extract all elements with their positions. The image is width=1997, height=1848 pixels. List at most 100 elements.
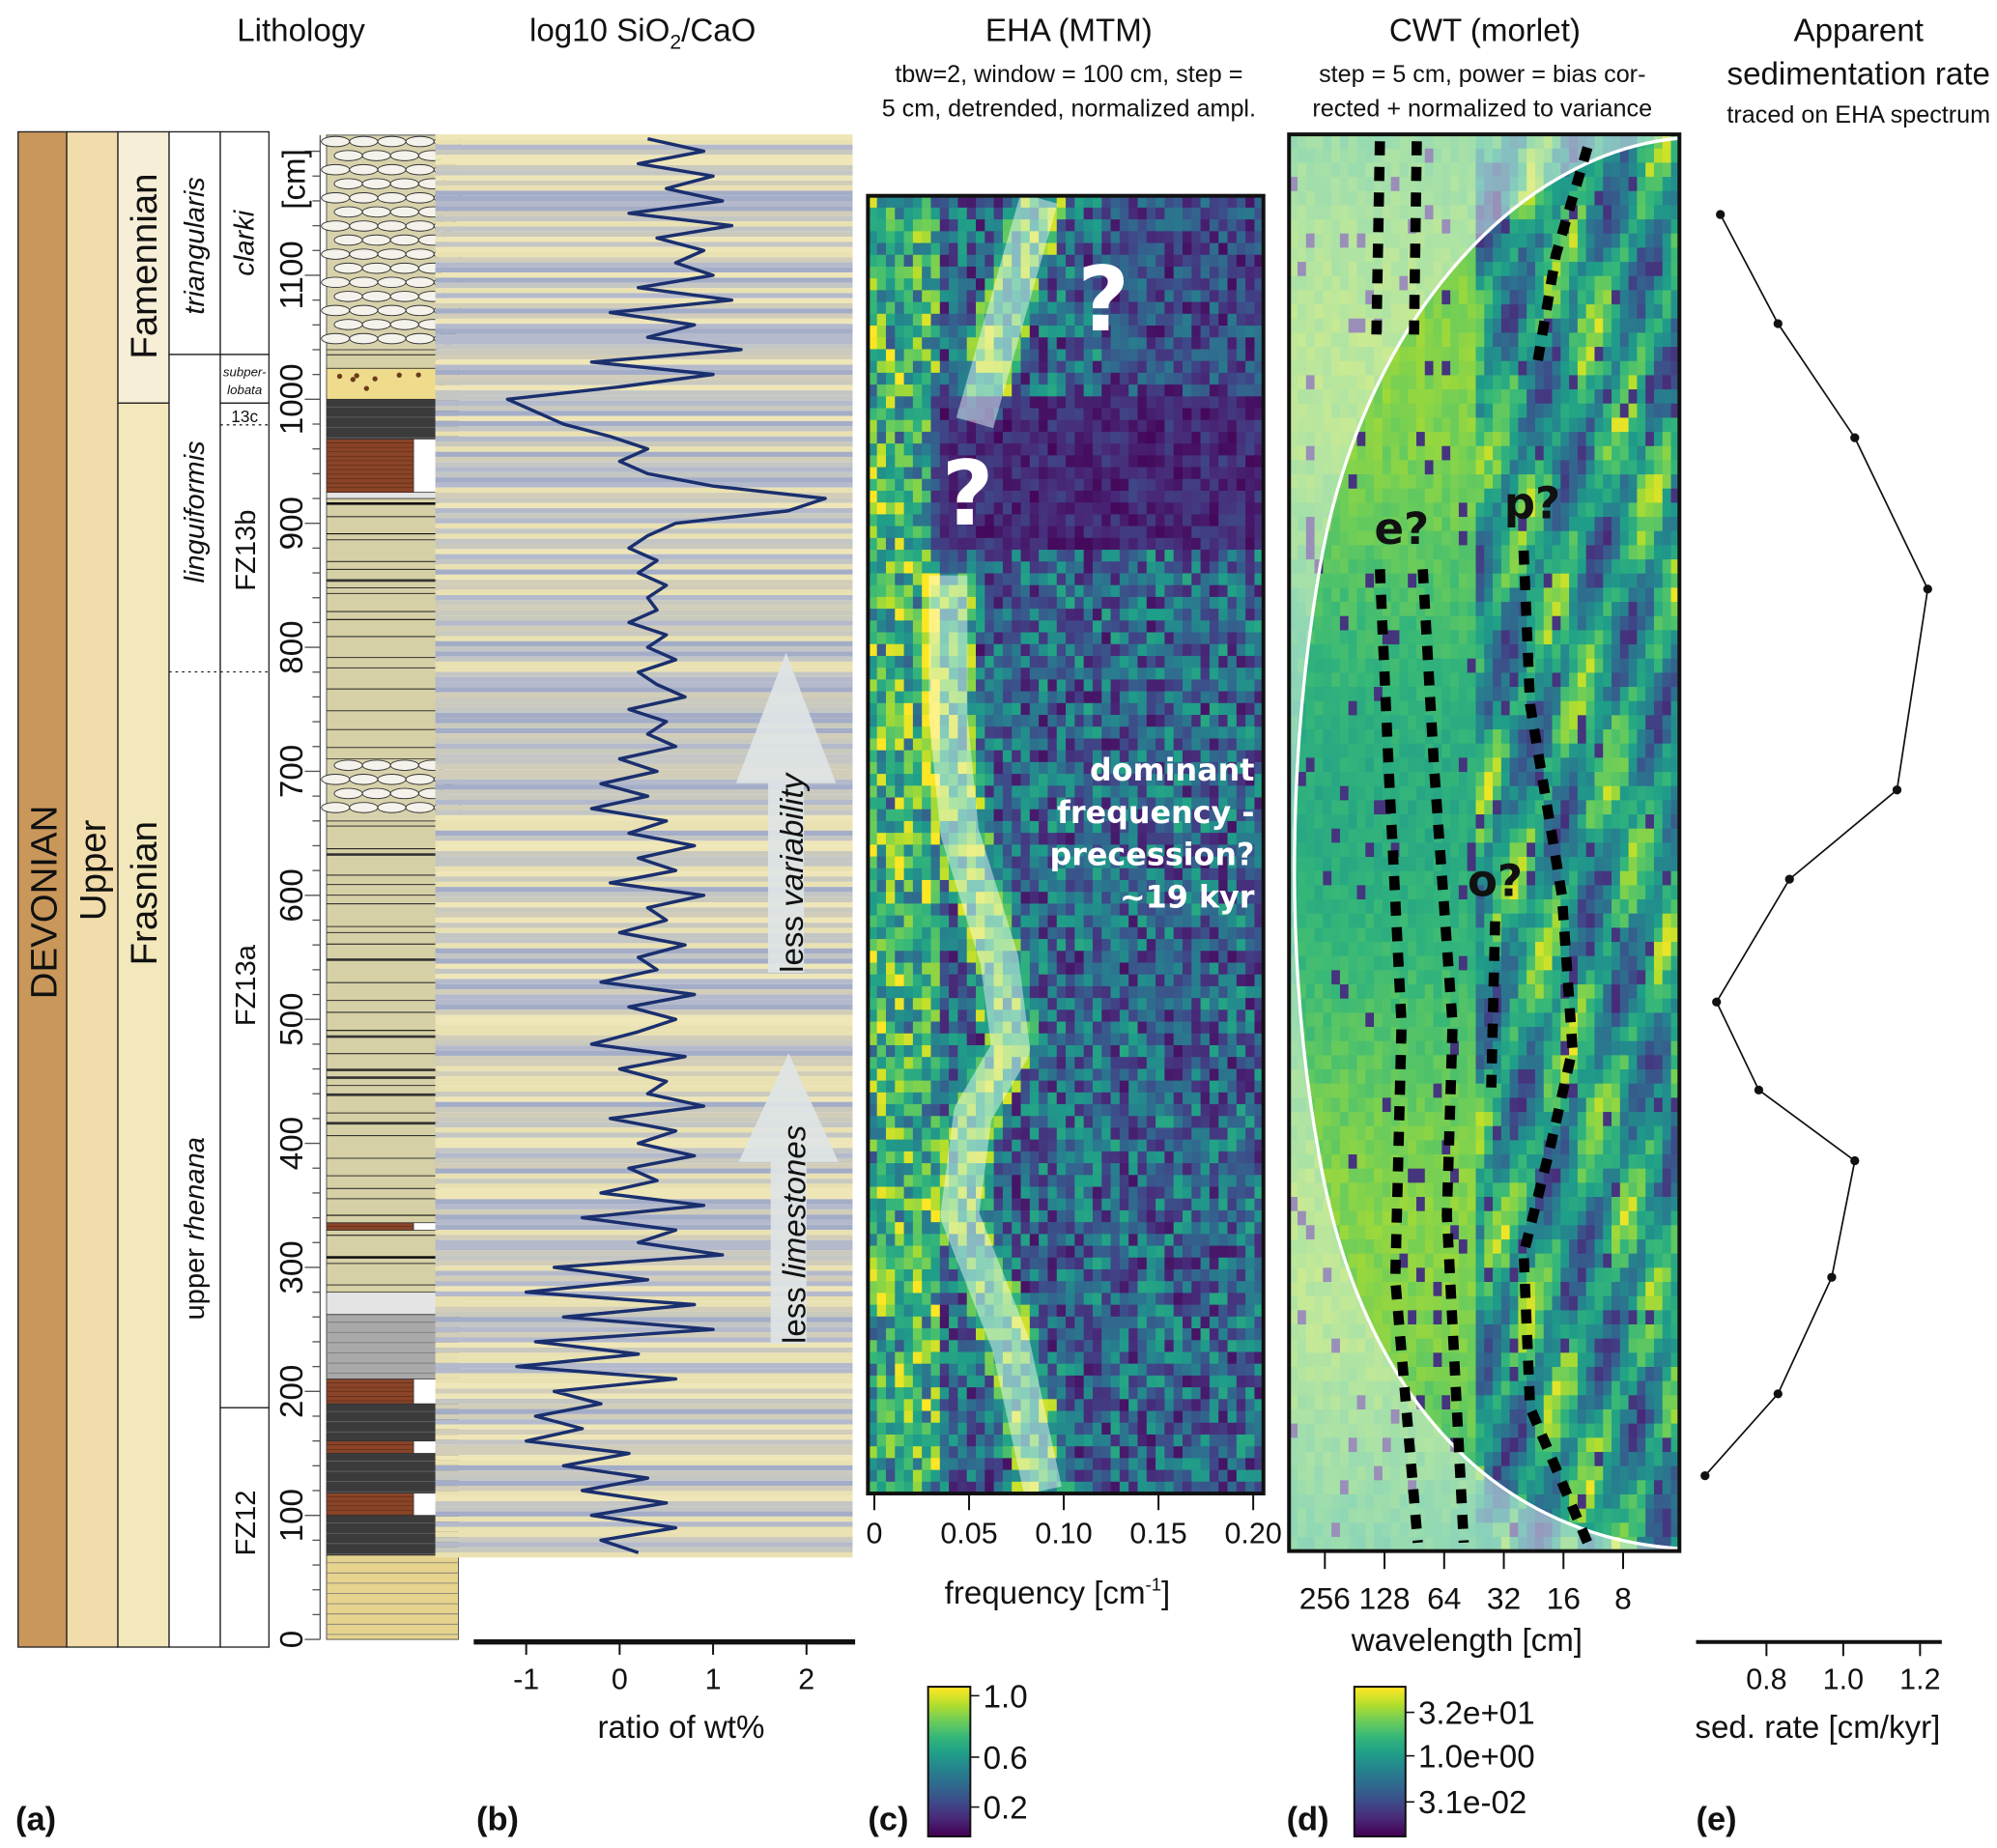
heatmap-cell [885, 750, 897, 763]
heatmap-cell [1101, 1245, 1112, 1259]
heatmap-cell [1083, 1163, 1094, 1177]
heatmap-cell [1209, 1351, 1220, 1365]
heatmap-cell [922, 1186, 932, 1200]
heatmap-cell [1074, 1209, 1085, 1223]
heatmap-cell [1191, 879, 1202, 894]
heatmap-cell [903, 1009, 914, 1023]
heatmap-cell [930, 254, 941, 268]
heatmap-cell [1128, 1245, 1139, 1259]
heatmap-cell [1173, 879, 1184, 894]
heatmap-cell [993, 1139, 1004, 1152]
heatmap-cell [895, 419, 905, 433]
heatmap-cell [1200, 1304, 1211, 1318]
heatmap-cell [1227, 785, 1238, 799]
heatmap-cell [903, 1175, 914, 1188]
heatmap-cell [1173, 1163, 1184, 1177]
nodule-icon [361, 206, 391, 218]
heatmap-cell [976, 561, 986, 575]
heatmap-cell [1012, 1222, 1022, 1236]
heatmap-cell [939, 431, 950, 444]
heatmap-cell [1119, 844, 1129, 858]
heatmap-cell [1110, 372, 1121, 385]
heatmap-cell [1164, 1009, 1175, 1023]
heatmap-cell [1218, 550, 1229, 563]
stripe [435, 1219, 853, 1225]
heatmap-cell [1182, 620, 1193, 634]
heatmap-cell [1155, 1328, 1166, 1342]
fz13c-label: 13c [231, 407, 258, 426]
heatmap-cell [868, 1009, 878, 1023]
heatmap-cell [1039, 1351, 1049, 1365]
heatmap-cell [1110, 514, 1121, 527]
heatmap-cell [1146, 490, 1156, 504]
heatmap-cell [876, 797, 887, 810]
heatmap-cell [1083, 939, 1094, 952]
heatmap-cell [1245, 337, 1256, 351]
heatmap-cell [939, 691, 950, 704]
heatmap-cell [966, 231, 977, 244]
heatmap-cell [1012, 526, 1022, 539]
heatmap-cell [1236, 867, 1246, 881]
heatmap-cell [1146, 290, 1156, 303]
heatmap-cell [1137, 349, 1148, 362]
heatmap-cell [1245, 526, 1256, 539]
heatmap-cell [957, 231, 968, 244]
heatmap-cell [1020, 1209, 1031, 1223]
heatmap-cell [903, 1245, 914, 1259]
heatmap-cell [1218, 1151, 1229, 1164]
heatmap-cell [1209, 820, 1220, 834]
heatmap-cell [1047, 774, 1058, 787]
heatmap-cell [895, 750, 905, 763]
heatmap-cell [1227, 1175, 1238, 1188]
heatmap-cell [1020, 702, 1031, 716]
heatmap-cell [876, 514, 887, 527]
stripe [435, 498, 853, 503]
heatmap-cell [1056, 1044, 1067, 1058]
heatmap-cell [1146, 219, 1156, 233]
heatmap-cell [1092, 1151, 1103, 1164]
heatmap-cell [895, 785, 905, 799]
heatmap-cell [922, 396, 932, 410]
heatmap-cell [1245, 774, 1256, 787]
heatmap-cell [1039, 903, 1049, 917]
heatmap-cell [1101, 1175, 1112, 1188]
heatmap-cell [1020, 867, 1031, 881]
heatmap-cell [1074, 408, 1085, 421]
heatmap-cell [939, 467, 950, 480]
heatmap-cell [1047, 691, 1058, 704]
heatmap-cell [1200, 242, 1211, 256]
heatmap-cell [912, 926, 923, 940]
heatmap-cell [1164, 349, 1175, 362]
heatmap-cell [1074, 195, 1085, 209]
heatmap-cell [1047, 1080, 1058, 1094]
heatmap-cell [1245, 1351, 1256, 1365]
heatmap-cell [1245, 985, 1256, 999]
heatmap-cell [1200, 867, 1211, 881]
heatmap-cell [1164, 1281, 1175, 1294]
heatmap-cell [895, 1304, 905, 1318]
heatmap-cell [1074, 962, 1085, 976]
heatmap-cell [1182, 951, 1193, 964]
heatmap-cell [1227, 1151, 1238, 1164]
heatmap-cell [1039, 892, 1049, 905]
heatmap-cell [1155, 951, 1166, 964]
heatmap-cell [1074, 1044, 1085, 1058]
heatmap-cell [976, 856, 986, 869]
heatmap-cell [1002, 254, 1013, 268]
heatmap-cell [922, 502, 932, 516]
heatmap-cell [1137, 478, 1148, 492]
heatmap-cell [1039, 550, 1049, 563]
heatmap-cell [1128, 408, 1139, 421]
heatmap-cell [903, 1363, 914, 1377]
heatmap-cell [1012, 1304, 1022, 1318]
heatmap-cell [868, 1304, 878, 1318]
heatmap-cell [1200, 1245, 1211, 1259]
heatmap-cell [1029, 1209, 1040, 1223]
heatmap-cell [1227, 1198, 1238, 1211]
heatmap-cell [876, 1293, 887, 1306]
heatmap-cell [976, 514, 986, 527]
bed-tan-limestone [326, 498, 439, 760]
heatmap-cell [966, 844, 977, 858]
heatmap-cell [1236, 431, 1246, 444]
heatmap-cell [1245, 490, 1256, 504]
